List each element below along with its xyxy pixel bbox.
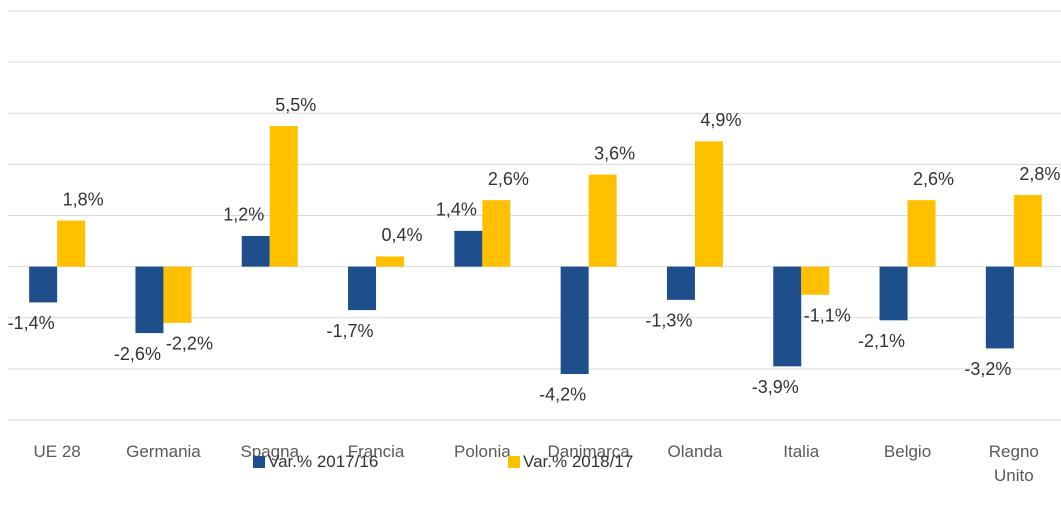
value-label: 1,4% xyxy=(436,200,477,220)
bar xyxy=(482,200,511,267)
bar xyxy=(454,230,483,267)
bar xyxy=(801,266,830,295)
legend-swatch xyxy=(508,456,520,468)
bar xyxy=(163,266,192,323)
legend-item: Var.% 2017/16 xyxy=(253,452,378,472)
value-label: 2,8% xyxy=(1019,164,1060,184)
value-label: -3,9% xyxy=(752,377,799,397)
legend-swatch xyxy=(253,456,265,468)
x-tick-label: Danimarca xyxy=(547,442,630,461)
value-label: 4,9% xyxy=(700,110,741,130)
value-label: 1,2% xyxy=(223,205,264,225)
bar xyxy=(269,126,298,267)
legend-label: Var.% 2017/16 xyxy=(268,452,379,471)
bar xyxy=(29,266,58,303)
bar xyxy=(241,235,270,267)
x-tick-label: Regno Unito xyxy=(988,442,1039,485)
value-label: -3,2% xyxy=(964,359,1011,379)
value-label: 2,6% xyxy=(488,169,529,189)
value-label: 1,8% xyxy=(63,189,104,209)
value-label: 3,6% xyxy=(594,143,635,163)
value-label: -1,3% xyxy=(645,311,692,331)
bar xyxy=(985,266,1014,349)
bar xyxy=(879,266,908,321)
value-label: -1,4% xyxy=(8,313,55,333)
value-label: -2,1% xyxy=(858,331,905,351)
bar xyxy=(348,266,377,311)
value-label: -2,6% xyxy=(114,344,161,364)
x-tick-label: Polonia xyxy=(453,442,511,461)
bar xyxy=(907,200,936,267)
value-label: 2,6% xyxy=(913,169,954,189)
value-label: -4,2% xyxy=(539,385,586,405)
value-label: 5,5% xyxy=(275,95,316,115)
bar xyxy=(694,141,723,267)
x-tick-label: UE 28 xyxy=(33,442,81,461)
x-tick-label: Olanda xyxy=(667,442,723,461)
value-label: 0,4% xyxy=(382,225,423,245)
bar xyxy=(1013,195,1042,267)
bar xyxy=(57,220,86,267)
value-label: -2,2% xyxy=(166,334,213,354)
bar xyxy=(376,256,405,267)
x-tick-label: Italia xyxy=(783,442,820,461)
legend-item: Var.% 2018/17 xyxy=(508,452,633,472)
x-tick-label: Germania xyxy=(126,442,201,461)
value-label: -1,1% xyxy=(804,305,851,325)
x-tick-label: Belgio xyxy=(883,442,932,461)
bar xyxy=(773,266,802,367)
bar xyxy=(666,266,695,300)
bar xyxy=(560,266,589,374)
bar xyxy=(135,266,164,334)
legend-label: Var.% 2018/17 xyxy=(523,452,634,471)
x-tick-label: Francia xyxy=(347,442,405,461)
bar xyxy=(588,174,617,267)
value-label: -1,7% xyxy=(327,321,374,341)
